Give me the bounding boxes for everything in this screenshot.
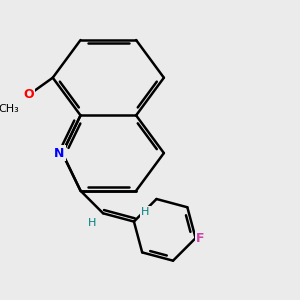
Text: N: N [54,147,64,160]
Text: F: F [196,232,205,244]
Text: H: H [141,207,149,217]
Text: H: H [88,218,96,228]
Text: CH₃: CH₃ [0,104,19,114]
Text: O: O [23,88,34,101]
